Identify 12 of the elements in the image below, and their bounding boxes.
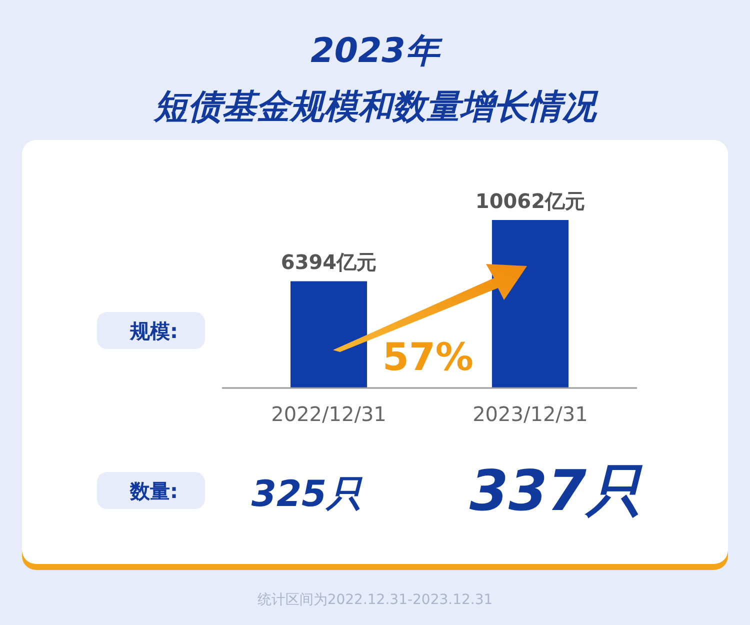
text: 数量: xyxy=(129,479,178,503)
text: 337只 xyxy=(470,459,644,524)
text: 325只 xyxy=(251,474,364,515)
data-label: 10062亿元 xyxy=(475,189,586,213)
x-tick-label: 2023/12/31 xyxy=(472,402,588,426)
data-label: 6394亿元 xyxy=(280,250,377,274)
chart-subtitle: 短债基金规模和数量增长情况 xyxy=(153,87,599,127)
chart-title: 2023年 xyxy=(310,31,444,71)
x-tick-label: 2022/12/31 xyxy=(271,402,386,426)
text: 规模: xyxy=(129,319,178,343)
text: 统计区间为2022.12.31-2023.12.31 xyxy=(257,592,493,608)
annotation: 57% xyxy=(382,335,474,379)
